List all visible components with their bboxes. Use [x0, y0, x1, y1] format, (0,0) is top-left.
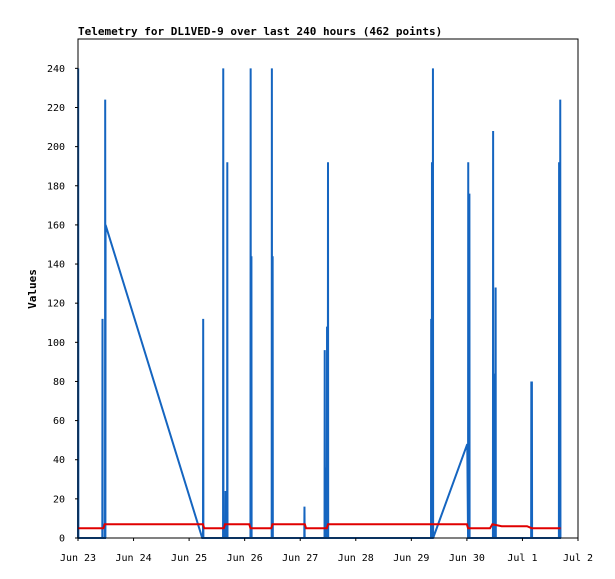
plot-frame — [77, 38, 579, 539]
y-tick-label: 140 — [47, 260, 65, 271]
y-tick-label: 180 — [47, 181, 65, 192]
y-tick-label: 80 — [53, 377, 65, 388]
y-tick-label: 60 — [53, 416, 65, 427]
y-axis-label: Values — [26, 269, 39, 309]
y-tick-label: 160 — [47, 220, 65, 231]
x-tick-label: Jun 23 — [60, 553, 96, 564]
x-tick-label: Jun 24 — [115, 553, 151, 564]
x-tick-label: Jun 28 — [338, 553, 374, 564]
y-tick-label: 20 — [53, 494, 65, 505]
axis-layer: 0 20 40 60 80 100 120 140 160 180 200 220 240 Jun 23 J… — [47, 64, 593, 564]
x-tick-label: Jun 27 — [282, 553, 318, 564]
y-tick-label: 120 — [47, 299, 65, 310]
y-tick-label: 200 — [47, 142, 65, 153]
x-tick-label: Jul 2 — [563, 553, 593, 564]
x-tick-label: Jun 30 — [449, 553, 485, 564]
y-tick-label: 220 — [47, 103, 65, 114]
series-line-2 — [78, 523, 561, 530]
x-tick-label: Jun 26 — [227, 553, 263, 564]
chart-title: Telemetry for DL1VED-9 over last 240 hou… — [78, 25, 442, 38]
x-tick-label: Jul 1 — [507, 553, 537, 564]
y-tick-label: 0 — [59, 534, 65, 545]
y-tick-label: 40 — [53, 455, 65, 466]
x-tick-label: Jun 29 — [393, 553, 429, 564]
x-tick-label: Jun 25 — [171, 553, 207, 564]
y-tick-label: 240 — [47, 64, 65, 75]
y-tick-label: 100 — [47, 338, 65, 349]
